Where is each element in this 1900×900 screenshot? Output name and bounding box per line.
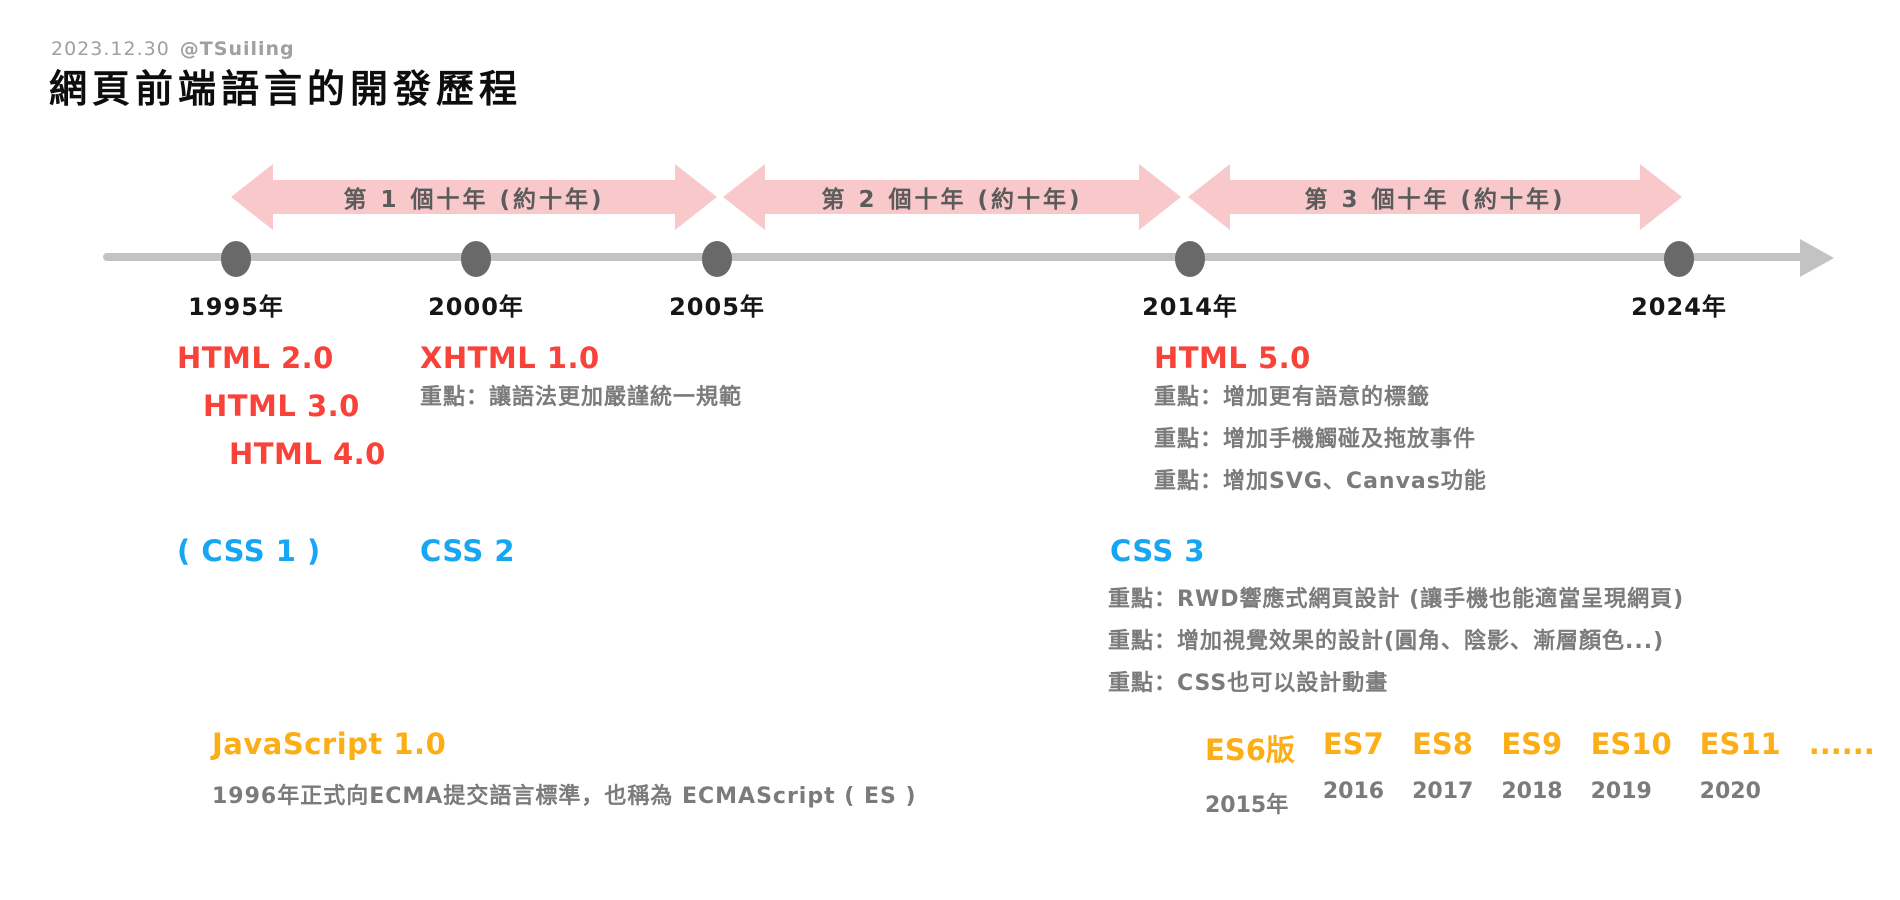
es10-year: 2019 bbox=[1590, 779, 1652, 804]
year-label-2000: 2000年 bbox=[428, 293, 524, 321]
html-2-0-heading: HTML 2.0 bbox=[177, 341, 334, 375]
html5-note-block: 重點：增加更有語意的標籤 重點：增加手機觸碰及拖放事件 重點：增加SVG、Can… bbox=[1154, 384, 1487, 510]
css3-note-1: 重點：RWD響應式網頁設計 (讓手機也能適當呈現網頁) bbox=[1108, 587, 1685, 612]
timeline-dot-1995 bbox=[221, 241, 251, 277]
html-3-0-heading: HTML 3.0 bbox=[203, 389, 360, 423]
css3-note-block: 重點：RWD響應式網頁設計 (讓手機也能適當呈現網頁) 重點：增加視覺效果的設計… bbox=[1108, 586, 1684, 712]
decade-arrow-2: 第 2 個十年 (約十年) bbox=[723, 164, 1181, 230]
html5-note-3: 重點：增加SVG、Canvas功能 bbox=[1154, 469, 1487, 494]
year-label-2014: 2014年 bbox=[1142, 293, 1238, 321]
page-title: 網頁前端語言的開發歷程 bbox=[49, 67, 523, 111]
es-more-label: ...... bbox=[1808, 727, 1875, 761]
decade-arrow-1: 第 1 個十年 (約十年) bbox=[231, 164, 717, 230]
year-label-1995: 1995年 bbox=[188, 293, 284, 321]
es-version-col-more: ...... bbox=[1809, 727, 1875, 779]
timeline-axis bbox=[103, 253, 1808, 261]
javascript-note: 1996年正式向ECMA提交語言標準，也稱為 ECMAScript ( ES ) bbox=[212, 784, 917, 809]
es7-label: ES7 bbox=[1322, 727, 1384, 761]
es-version-col-es11: ES11 2020 bbox=[1700, 727, 1781, 804]
es-version-col-es8: ES8 2017 bbox=[1412, 727, 1473, 804]
es-version-col-es6: ES6版 2015年 bbox=[1205, 727, 1295, 819]
css3-note-2: 重點：增加視覺效果的設計(圓角、陰影、漸層顏色...) bbox=[1108, 629, 1665, 654]
css3-note-3: 重點：CSS也可以設計動畫 bbox=[1108, 671, 1389, 696]
es11-year: 2020 bbox=[1699, 779, 1761, 804]
timeline-dot-2005 bbox=[702, 241, 732, 277]
year-label-2005: 2005年 bbox=[669, 293, 765, 321]
css-3-heading: CSS 3 bbox=[1110, 534, 1206, 568]
es-version-col-es7: ES7 2016 bbox=[1323, 727, 1384, 804]
es10-label: ES10 bbox=[1590, 727, 1672, 761]
es9-year: 2018 bbox=[1501, 779, 1563, 804]
timeline-dot-2014 bbox=[1175, 241, 1205, 277]
es7-year: 2016 bbox=[1322, 779, 1385, 804]
es6-label: ES6版 bbox=[1205, 733, 1295, 767]
meta-date: 2023.12.30 bbox=[51, 38, 170, 60]
xhtml-1-0-heading: XHTML 1.0 bbox=[420, 341, 600, 375]
es-versions-row: ES6版 2015年 ES7 2016 ES8 2017 ES9 2018 ES… bbox=[1205, 727, 1875, 819]
decade-arrow-3: 第 3 個十年 (約十年) bbox=[1188, 164, 1682, 230]
css-1-heading: ( CSS 1 ) bbox=[177, 534, 321, 568]
html5-note-1: 重點：增加更有語意的標籤 bbox=[1154, 385, 1431, 410]
timeline-dot-2000 bbox=[461, 241, 491, 277]
es-version-col-es10: ES10 2019 bbox=[1591, 727, 1672, 804]
es8-year: 2017 bbox=[1412, 779, 1474, 804]
html-5-0-heading: HTML 5.0 bbox=[1154, 341, 1311, 375]
javascript-1-0-heading: JavaScript 1.0 bbox=[212, 727, 447, 761]
javascript-note-block: 1996年正式向ECMA提交語言標準，也稱為 ECMAScript ( ES ) bbox=[212, 783, 917, 825]
meta-line: 2023.12.30 @TSuiling bbox=[51, 38, 295, 60]
xhtml-note: 重點：讓語法更加嚴謹統一規範 bbox=[420, 385, 743, 410]
es8-label: ES8 bbox=[1412, 727, 1473, 761]
html-4-0-heading: HTML 4.0 bbox=[229, 437, 386, 471]
decade-arrow-1-label: 第 1 個十年 (約十年) bbox=[343, 187, 605, 213]
es9-label: ES9 bbox=[1501, 727, 1563, 761]
timeline-arrowhead-icon bbox=[1800, 239, 1834, 277]
meta-author-handle: @TSuiling bbox=[179, 38, 295, 60]
decade-arrow-3-label: 第 3 個十年 (約十年) bbox=[1304, 187, 1566, 213]
xhtml-note-block: 重點：讓語法更加嚴謹統一規範 bbox=[420, 384, 742, 426]
es6-year: 2015年 bbox=[1205, 793, 1289, 818]
css-2-heading: CSS 2 bbox=[420, 534, 516, 568]
es11-label: ES11 bbox=[1699, 727, 1781, 761]
timeline-dot-2024 bbox=[1664, 241, 1694, 277]
decade-arrow-2-label: 第 2 個十年 (約十年) bbox=[821, 187, 1083, 213]
year-label-2024: 2024年 bbox=[1631, 293, 1727, 321]
es-version-col-es9: ES9 2018 bbox=[1501, 727, 1562, 804]
html5-note-2: 重點：增加手機觸碰及拖放事件 bbox=[1154, 427, 1477, 452]
